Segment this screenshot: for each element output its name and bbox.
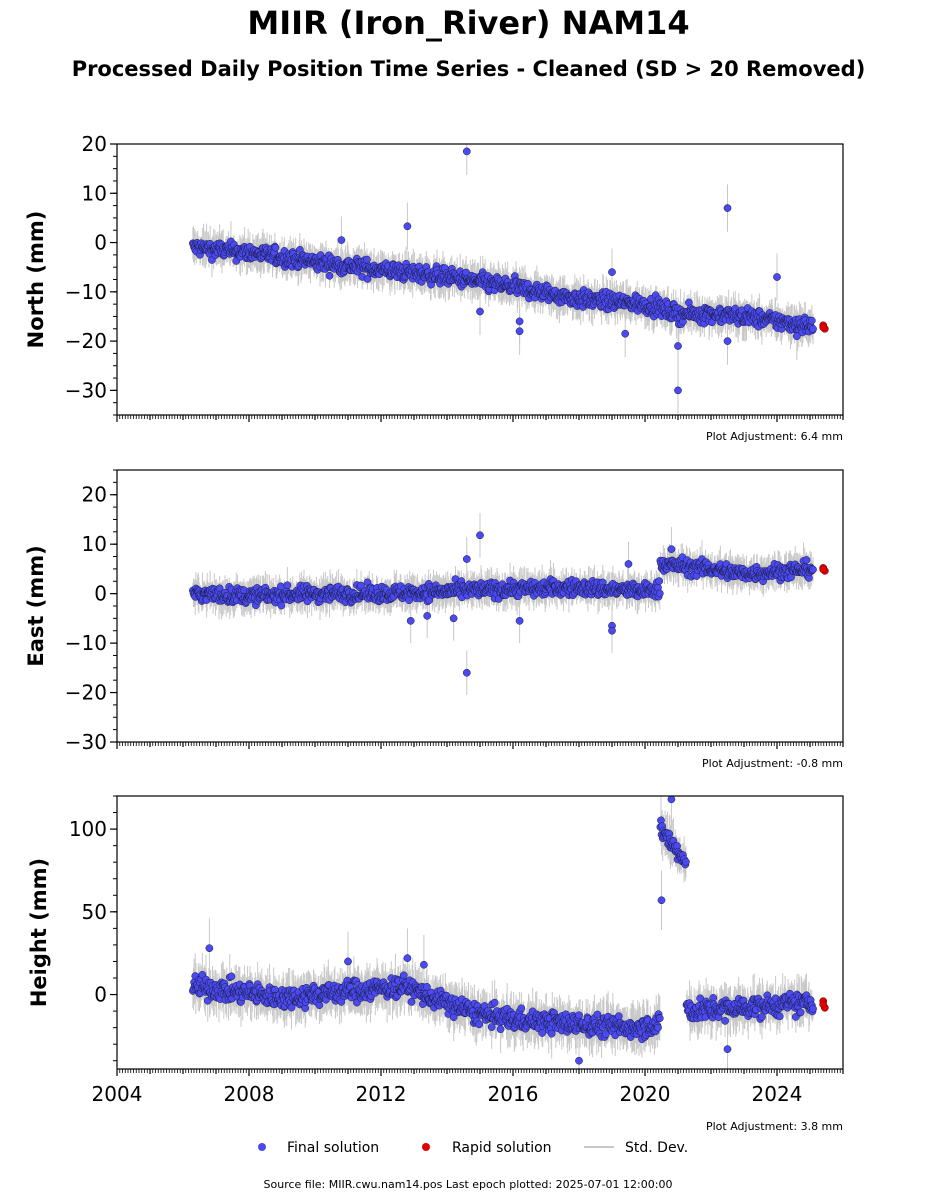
final-point: [608, 268, 616, 276]
final-point: [515, 317, 524, 326]
north-stddev-bars: [192, 144, 814, 415]
rapid-point: [819, 565, 828, 574]
y-tick-label: −20: [65, 329, 107, 353]
final-point: [608, 626, 616, 635]
final-point: [277, 601, 286, 610]
final-point: [337, 236, 346, 244]
chart-panels: 20 10 0 −10 −20 −30 North (mm) Plot Adjustment:…: [24, 132, 844, 1133]
final-point: [405, 596, 413, 605]
final-point: [723, 204, 732, 212]
panel-east: 20 10 0 −10 −20 −30 East (mm) Plot Adjustment: …: [24, 469, 844, 770]
final-point: [271, 243, 280, 252]
final-point: [476, 307, 484, 316]
y-tick-label: 0: [94, 231, 107, 255]
chart-title: MIIR (Iron_River) NAM14: [247, 4, 690, 42]
y-tick-label: 20: [82, 483, 107, 507]
final-point: [809, 325, 817, 333]
final-point: [807, 316, 816, 325]
final-point: [773, 273, 781, 281]
y-tick-label: −30: [65, 730, 107, 754]
final-point: [449, 614, 458, 623]
final-point: [276, 582, 285, 591]
final-point: [674, 386, 682, 395]
final-point: [723, 337, 732, 345]
final-point: [792, 332, 801, 341]
chart-subtitle: Processed Daily Position Time Series - C…: [71, 57, 866, 81]
panel-north: 20 10 0 −10 −20 −30 North (mm) Plot Adjustment:…: [24, 132, 844, 443]
final-point: [476, 531, 484, 540]
y-tick-label: 10: [82, 181, 107, 205]
north-plot-adjustment: Plot Adjustment: 6.4 mm: [706, 430, 843, 443]
final-point: [624, 560, 633, 568]
final-point: [357, 581, 365, 590]
rapid-point: [819, 323, 828, 332]
final-point: [667, 545, 676, 553]
y-tick-label: 10: [82, 532, 107, 556]
y-tick-label: −20: [65, 681, 107, 705]
final-point: [674, 342, 682, 350]
final-point: [462, 555, 471, 563]
final-point: [325, 271, 334, 280]
final-point: [802, 556, 811, 564]
y-tick-label: 20: [82, 132, 107, 156]
height-stddev-bars: [192, 796, 814, 1069]
east-final-points: [189, 531, 829, 677]
final-point: [809, 565, 817, 574]
final-point: [515, 327, 524, 336]
y-tick-label: 0: [94, 582, 107, 606]
final-point: [406, 616, 415, 625]
east-stddev-bars: [192, 513, 814, 696]
final-point: [462, 147, 471, 156]
y-tick-label: −30: [65, 378, 107, 402]
final-point: [462, 668, 471, 677]
final-point: [655, 589, 664, 598]
east-ylabel: East (mm): [24, 545, 48, 666]
final-point: [655, 577, 664, 585]
y-tick-label: −10: [65, 280, 107, 304]
final-point: [621, 329, 630, 338]
north-final-points: [189, 147, 829, 395]
final-point: [515, 616, 524, 625]
north-ylabel: North (mm): [24, 211, 48, 349]
y-tick-label: −10: [65, 631, 107, 655]
final-point: [423, 612, 432, 620]
final-point: [283, 581, 292, 590]
east-plot-adjustment: Plot Adjustment: -0.8 mm: [702, 757, 843, 770]
final-point: [403, 222, 412, 231]
final-point: [363, 255, 371, 264]
